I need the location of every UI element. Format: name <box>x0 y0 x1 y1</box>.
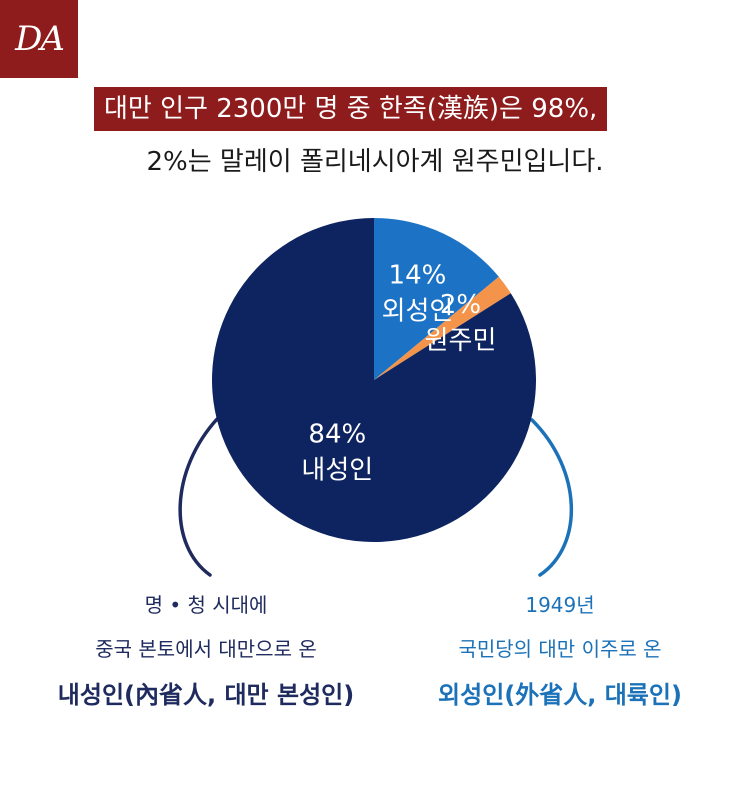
slice-mainlanders-percent-label: 14% <box>389 261 447 291</box>
headline-line-2: 2%는 말레이 폴리네시아계 원주민입니다. <box>146 147 604 177</box>
caption-right-line-3: 외성인(外省人, 대륙인) <box>438 681 682 709</box>
slice-native-taiwanese-name-label: 내성인 <box>301 456 373 486</box>
caption-right-line-2: 국민당의 대만 이주로 온 <box>458 637 662 661</box>
pie-slices <box>211 218 536 542</box>
slice-indigenous-name-label: 원주민 <box>425 326 497 356</box>
slice-indigenous-percent-label: 2% <box>440 290 481 320</box>
slice-indigenous <box>374 276 511 380</box>
da-logo: DA <box>0 0 78 78</box>
caption-right-line-1: 1949년 <box>525 593 595 617</box>
slice-mainlanders <box>374 218 499 380</box>
slice-mainlanders-name-label: 외성인 <box>382 297 454 327</box>
right-bracket-arc <box>530 418 574 577</box>
headline-line-1: 대만 인구 2300만 명 중 한족(漢族)은 98%, <box>94 87 608 131</box>
caption-left-line-3: 내성인(內省人, 대만 본성인) <box>57 681 355 709</box>
caption-left-line-1: 명 • 청 시대에 <box>144 593 268 617</box>
slice-native-taiwanese <box>211 218 536 542</box>
left-bracket-arc <box>178 416 220 577</box>
slice-native-taiwanese-percent-label: 84% <box>308 420 366 450</box>
caption-left-line-2: 중국 본토에서 대만으로 온 <box>95 637 317 661</box>
